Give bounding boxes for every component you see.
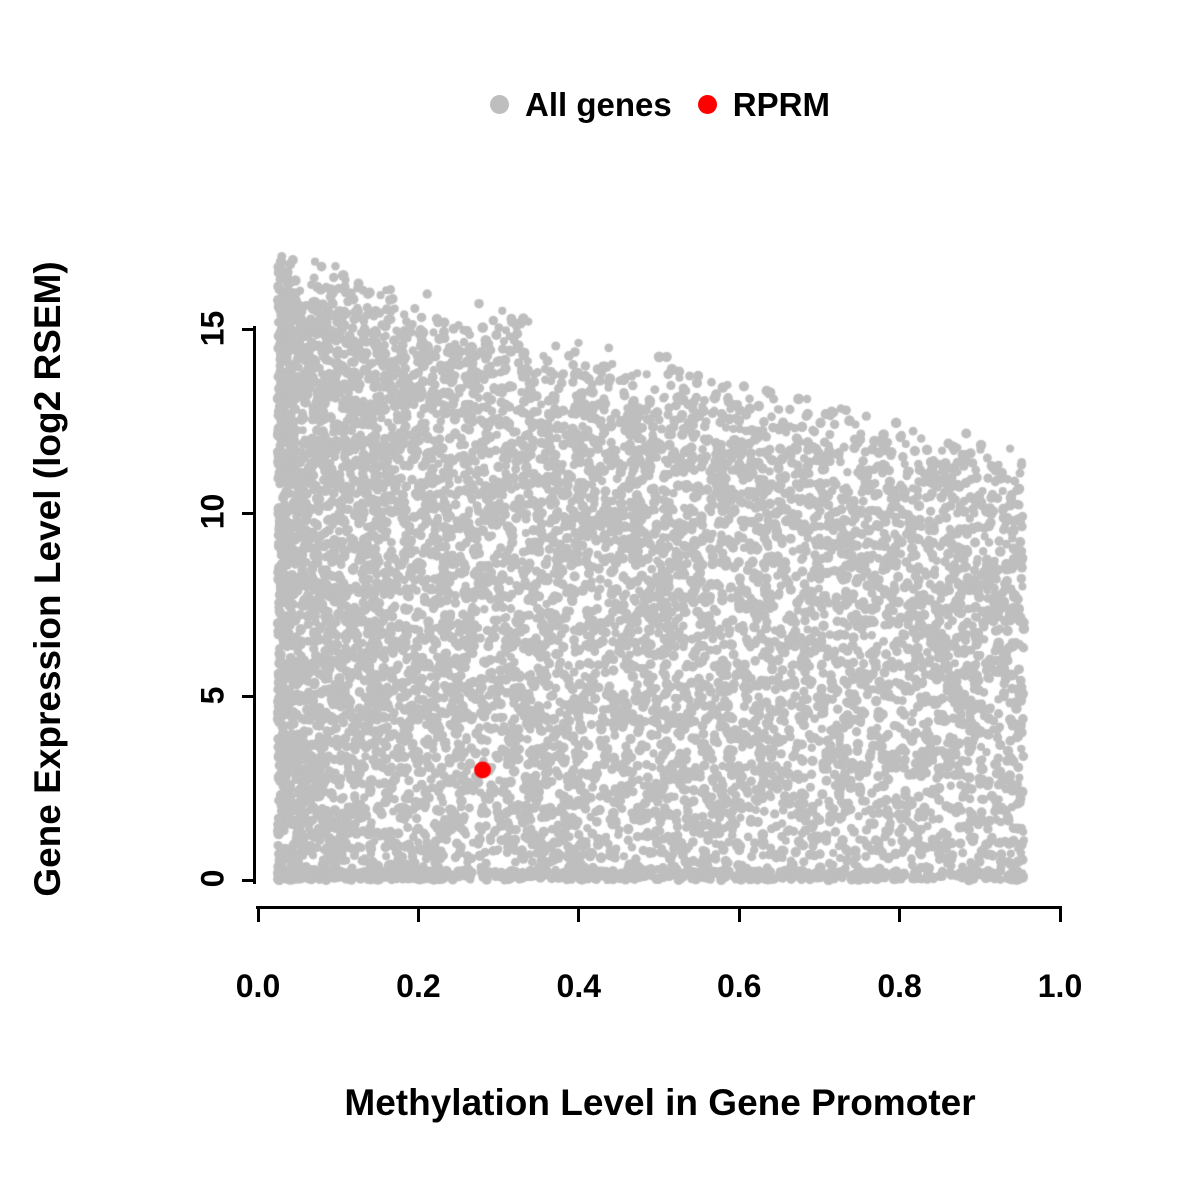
rprm-dot-icon (697, 95, 717, 114)
y-axis-title: Gene Expression Level (log2 RSEM) (27, 261, 68, 897)
y-tick-label: 0 (194, 869, 231, 888)
y-tick-label: 5 (194, 686, 231, 705)
scatter-canvas (240, 225, 1085, 920)
x-tick-label: 0.0 (235, 968, 281, 1004)
legend-label-rprm: RPRM (732, 86, 830, 123)
x-tick-label: 0.4 (556, 968, 602, 1004)
y-tick-label: 10 (194, 494, 231, 530)
x-tick-label: 0.6 (716, 968, 762, 1004)
legend: All genes RPRM (258, 88, 1062, 121)
x-axis-title: Methylation Level in Gene Promoter (344, 1082, 976, 1123)
y-tick-label: 15 (194, 310, 231, 347)
legend-entry-all-genes: All genes (490, 88, 672, 121)
legend-label-all-genes: All genes (525, 86, 672, 123)
all-genes-dot-icon (490, 95, 510, 114)
legend-entry-rprm: RPRM (697, 86, 830, 123)
x-tick-label: 0.2 (396, 968, 441, 1004)
x-tick-label: 0.8 (877, 968, 922, 1004)
x-tick-label: 1.0 (1037, 968, 1083, 1004)
